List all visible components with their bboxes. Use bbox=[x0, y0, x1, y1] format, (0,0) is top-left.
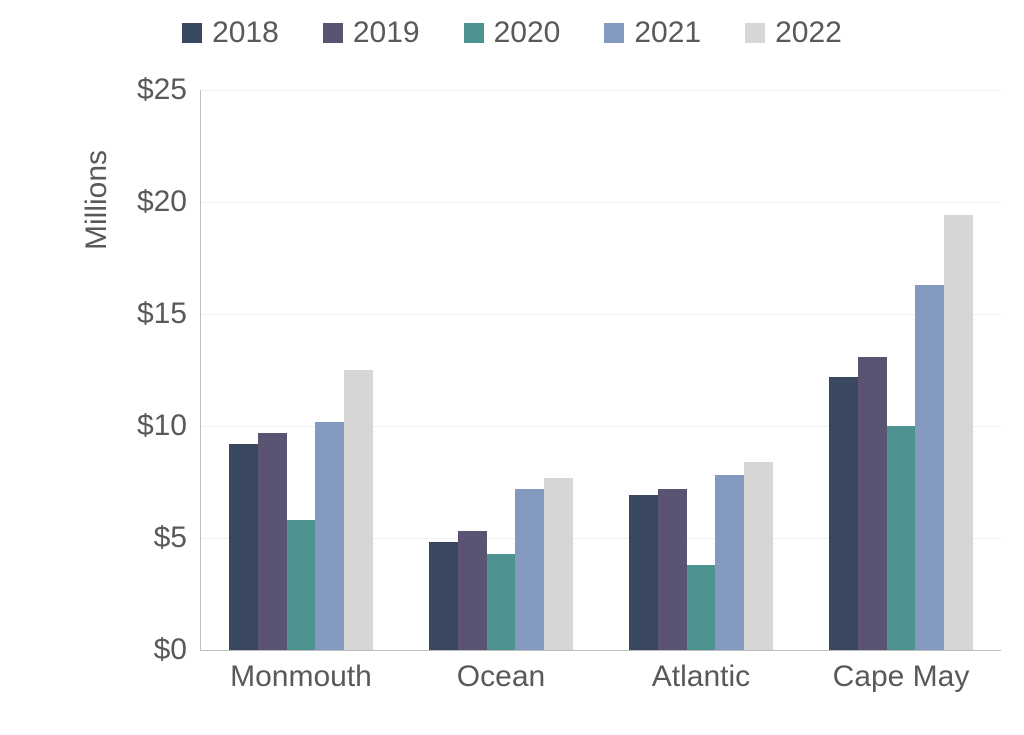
bar bbox=[258, 433, 287, 650]
y-tick-label: $15 bbox=[137, 297, 201, 331]
bar bbox=[344, 370, 373, 650]
legend-swatch bbox=[745, 23, 765, 43]
bar bbox=[544, 478, 573, 650]
legend-item: 2019 bbox=[323, 18, 420, 48]
bar bbox=[487, 554, 516, 650]
y-tick-label: $25 bbox=[137, 73, 201, 107]
bar-group: Monmouth bbox=[201, 90, 401, 650]
plot-area-wrapper: MonmouthOceanAtlanticCape May $0$5$10$15… bbox=[200, 90, 1000, 650]
x-tick-label: Cape May bbox=[801, 650, 1001, 694]
legend-swatch bbox=[182, 23, 202, 43]
bar bbox=[858, 357, 887, 650]
y-axis-title: Millions bbox=[80, 150, 114, 250]
bar bbox=[915, 285, 944, 650]
legend-swatch bbox=[323, 23, 343, 43]
x-tick-label: Ocean bbox=[401, 650, 601, 694]
legend-label: 2018 bbox=[212, 18, 279, 48]
legend-item: 2020 bbox=[464, 18, 561, 48]
bar bbox=[629, 495, 658, 650]
legend-item: 2021 bbox=[604, 18, 701, 48]
bar bbox=[315, 422, 344, 650]
legend-label: 2020 bbox=[494, 18, 561, 48]
bar-group: Ocean bbox=[401, 90, 601, 650]
y-tick-label: $20 bbox=[137, 185, 201, 219]
y-tick-label: $5 bbox=[154, 521, 201, 555]
bar bbox=[458, 531, 487, 650]
x-tick-label: Monmouth bbox=[201, 650, 401, 694]
legend-item: 2018 bbox=[182, 18, 279, 48]
bar bbox=[944, 215, 973, 650]
legend-label: 2019 bbox=[353, 18, 420, 48]
legend: 2018 2019 2020 2021 2022 bbox=[0, 18, 1024, 48]
bar bbox=[829, 377, 858, 650]
plot-area: MonmouthOceanAtlanticCape May $0$5$10$15… bbox=[200, 90, 1001, 651]
bar bbox=[229, 444, 258, 650]
y-tick-label: $0 bbox=[154, 633, 201, 667]
bar bbox=[515, 489, 544, 650]
bar bbox=[887, 426, 916, 650]
bar bbox=[744, 462, 773, 650]
legend-item: 2022 bbox=[745, 18, 842, 48]
bar bbox=[287, 520, 316, 650]
bar bbox=[715, 475, 744, 650]
bar-chart: 2018 2019 2020 2021 2022 Millions MonmouthOc… bbox=[0, 0, 1024, 735]
x-tick-label: Atlantic bbox=[601, 650, 801, 694]
legend-label: 2022 bbox=[775, 18, 842, 48]
bar-group: Atlantic bbox=[601, 90, 801, 650]
bars-row: MonmouthOceanAtlanticCape May bbox=[201, 90, 1001, 650]
bar bbox=[658, 489, 687, 650]
bar bbox=[429, 542, 458, 650]
y-tick-label: $10 bbox=[137, 409, 201, 443]
bar-group: Cape May bbox=[801, 90, 1001, 650]
legend-label: 2021 bbox=[634, 18, 701, 48]
legend-swatch bbox=[464, 23, 484, 43]
bar bbox=[687, 565, 716, 650]
legend-swatch bbox=[604, 23, 624, 43]
